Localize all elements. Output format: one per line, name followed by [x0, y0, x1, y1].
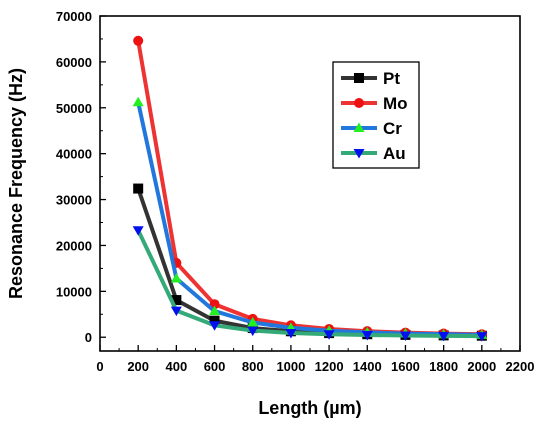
- legend-label-pt: Pt: [383, 69, 400, 88]
- legend-marker-mo: [354, 98, 364, 108]
- x-tick-label: 200: [127, 359, 149, 374]
- series-cr: [132, 96, 488, 339]
- y-tick-label: 40000: [56, 147, 92, 162]
- x-tick-label: 1400: [353, 359, 382, 374]
- legend-label-mo: Mo: [383, 94, 408, 113]
- data-point-au: [170, 306, 182, 317]
- y-tick-label: 30000: [56, 193, 92, 208]
- y-tick-label: 50000: [56, 101, 92, 116]
- data-point-cr: [132, 96, 144, 107]
- series-au: [132, 226, 488, 342]
- data-point-au: [323, 330, 335, 340]
- data-point-au: [476, 332, 488, 342]
- data-point-pt: [133, 183, 144, 194]
- x-tick-label: 800: [242, 359, 264, 374]
- data-point-mo: [133, 35, 144, 46]
- x-tick-label: 0: [96, 359, 103, 374]
- series-line-au: [136, 229, 482, 339]
- x-tick-label: 600: [204, 359, 226, 374]
- legend-item-mo: Mo: [341, 94, 408, 113]
- y-tick-label: 60000: [56, 55, 92, 70]
- data-point-pt: [171, 295, 182, 306]
- y-tick-label: 70000: [56, 9, 92, 24]
- y-tick-label: 0: [85, 330, 92, 345]
- data-point-pt: [209, 315, 220, 326]
- data-point-au: [399, 331, 411, 342]
- legend-label-cr: Cr: [383, 119, 402, 138]
- legend-marker-pt: [354, 73, 364, 83]
- y-tick-label: 20000: [56, 238, 92, 253]
- legend-marker-cr: [353, 122, 365, 132]
- x-tick-label: 1800: [429, 359, 458, 374]
- data-point-au: [209, 321, 221, 331]
- y-axis-title: Resonance Frequency (Hz): [6, 68, 26, 299]
- x-tick-label: 2000: [467, 359, 496, 374]
- axes: 0 200 400 600 800 1000 1200 1400 1600 1800 2000 220…: [56, 9, 535, 374]
- x-tick-label: 2200: [506, 359, 535, 374]
- y-tick-label: 10000: [56, 284, 92, 299]
- legend-item-au: Au: [341, 144, 406, 163]
- legend-label-au: Au: [383, 144, 406, 163]
- data-point-cr: [209, 305, 221, 316]
- data-point-cr: [247, 317, 259, 327]
- x-tick-label: 1200: [315, 359, 344, 374]
- series-pt: [133, 183, 487, 341]
- data-point-au: [438, 331, 450, 342]
- series-mo: [133, 35, 487, 340]
- legend-item-cr: Cr: [341, 119, 402, 138]
- x-tick-label: 1600: [391, 359, 420, 374]
- data-point-au: [132, 226, 144, 236]
- data-point-au: [285, 328, 297, 339]
- data-point-au: [361, 331, 373, 341]
- series-line-cr: [136, 101, 482, 337]
- legend-marker-au: [353, 149, 365, 159]
- data-point-cr: [170, 272, 182, 283]
- legend-item-pt: Pt: [341, 69, 400, 88]
- x-axis-title: Length (µm): [258, 398, 361, 418]
- legend: Pt Mo Cr Au: [332, 61, 420, 169]
- x-tick-label: 400: [166, 359, 188, 374]
- x-tick-label: 1000: [276, 359, 305, 374]
- series-layer: [132, 35, 488, 342]
- data-point-au: [247, 326, 259, 337]
